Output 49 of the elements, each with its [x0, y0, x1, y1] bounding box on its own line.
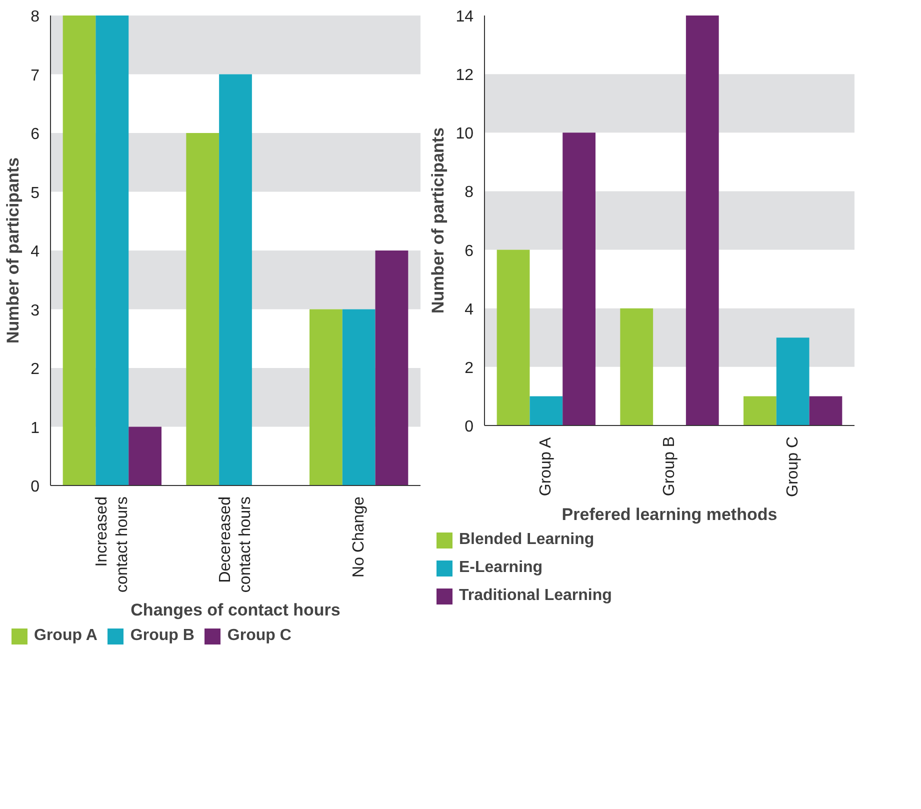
bar	[219, 74, 252, 486]
legend-label: E-Learning	[459, 559, 543, 577]
x-tick-label: Decereased contact hours	[216, 496, 254, 593]
y-tick-label: 0	[464, 418, 474, 436]
bar	[562, 132, 596, 426]
bar	[776, 338, 810, 426]
y-tick-label: 7	[30, 67, 40, 84]
y-tick-label: 10	[456, 126, 474, 143]
y-tick-label: 14	[456, 8, 474, 26]
bar	[375, 250, 408, 486]
y-tick-label: 4	[30, 244, 40, 260]
bar	[744, 396, 776, 426]
x-axis-title: Prefered learning methods	[562, 504, 778, 524]
legend-label: Blended Learning	[459, 531, 594, 549]
bar	[342, 309, 376, 486]
bar	[686, 16, 719, 426]
x-tick-label: Group C	[784, 436, 802, 497]
y-axis-title: Number of participants	[4, 157, 23, 344]
bar	[186, 133, 220, 486]
legend-label: Group B	[130, 627, 194, 645]
y-tick-label: 12	[456, 67, 474, 84]
bar	[620, 308, 654, 426]
bar	[530, 396, 563, 426]
legend-label: Group A	[34, 627, 98, 645]
y-tick-label: 2	[464, 360, 474, 377]
y-tick-label: 8	[30, 8, 40, 26]
x-axis-title: Changes of contact hours	[130, 600, 340, 620]
bar	[96, 16, 129, 486]
y-tick-label: 4	[464, 301, 474, 318]
legend-label: Group C	[227, 627, 292, 645]
y-tick-label: 8	[464, 184, 474, 202]
y-tick-label: 3	[30, 302, 40, 320]
bar	[809, 396, 842, 426]
y-tick-label: 0	[30, 478, 40, 496]
y-tick-label: 5	[30, 184, 40, 202]
bar	[496, 250, 530, 426]
y-tick-label: 6	[464, 242, 474, 260]
legend-label: Traditional Learning	[459, 587, 612, 605]
bar	[128, 426, 162, 486]
y-tick-label: 1	[30, 420, 40, 437]
bar	[62, 16, 96, 486]
y-tick-label: 6	[30, 126, 40, 143]
bar	[310, 309, 342, 486]
x-tick-label: No Change	[350, 496, 368, 578]
x-tick-label: Group B	[661, 436, 678, 496]
y-tick-label: 2	[30, 361, 40, 378]
y-axis-title: Number of participants	[428, 127, 448, 314]
x-tick-label: Group A	[538, 437, 555, 496]
x-tick-label: Increased contact hours	[93, 496, 131, 593]
